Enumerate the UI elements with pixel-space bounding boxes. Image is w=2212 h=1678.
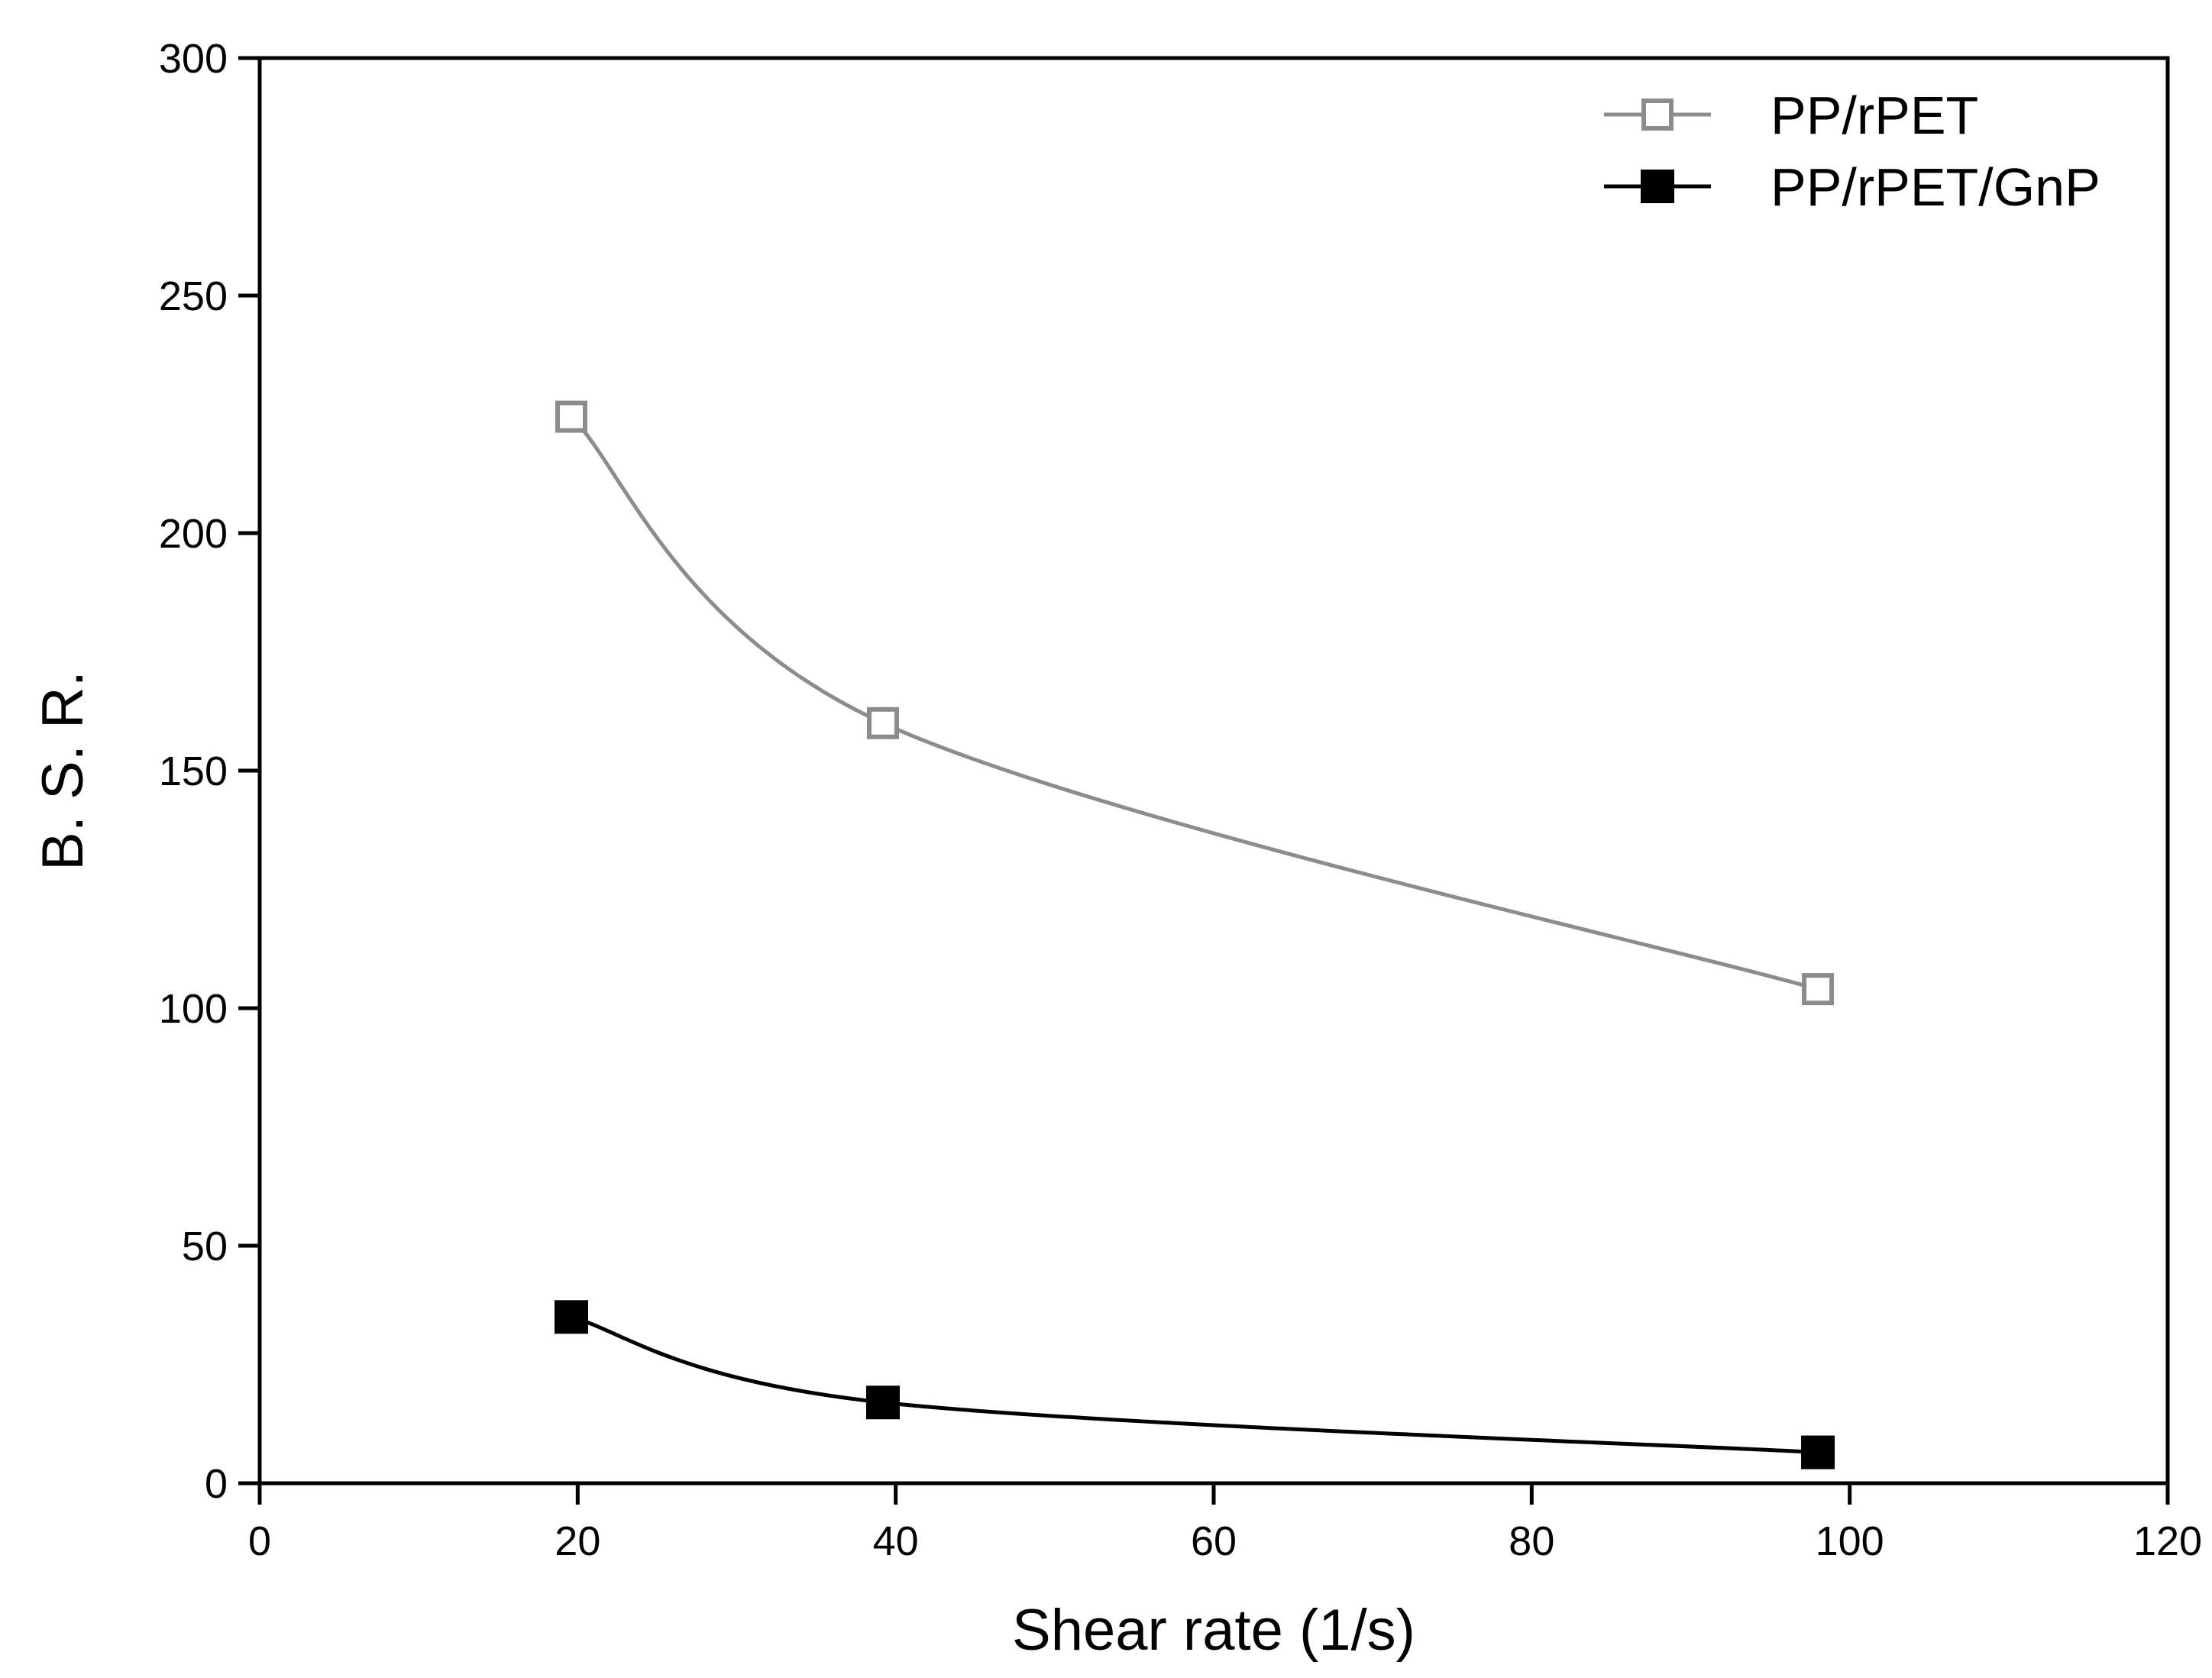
x-tick-label: 40 <box>873 1518 919 1564</box>
x-tick-label: 0 <box>248 1518 271 1564</box>
plot-frame <box>257 56 2170 1486</box>
y-axis-title: B. S. R. <box>31 671 95 871</box>
x-tick-label: 20 <box>555 1518 600 1564</box>
data-point <box>1801 1435 1835 1469</box>
legend: PP/rPET PP/rPET/GnP <box>1604 86 2100 217</box>
y-tick-label: 300 <box>159 36 228 82</box>
x-tick-label: 80 <box>1509 1518 1554 1564</box>
x-tick-label: 120 <box>2133 1518 2202 1564</box>
series-pp-rpet <box>555 400 1835 1006</box>
legend-item: PP/rPET/GnP <box>1604 157 2100 217</box>
data-point <box>867 706 900 739</box>
y-tick-label: 150 <box>159 748 228 794</box>
x-axis-title: Shear rate (1/s) <box>1012 1598 1415 1663</box>
series-line <box>570 415 1819 991</box>
data-point <box>1802 973 1835 1006</box>
y-tick-label: 100 <box>159 986 228 1032</box>
series-line <box>571 1314 1819 1455</box>
x-tick-label: 100 <box>1816 1518 1884 1564</box>
data-point <box>555 400 588 433</box>
legend-marker <box>1641 99 1674 131</box>
legend-item: PP/rPET <box>1604 86 1978 145</box>
y-tick-label: 200 <box>159 511 228 557</box>
legend-label: PP/rPET <box>1771 86 1978 145</box>
y-tick-label: 0 <box>205 1461 228 1507</box>
data-point <box>866 1385 901 1420</box>
legend-marker <box>1641 170 1674 203</box>
series-layer <box>555 400 1835 1469</box>
series-pp-rpet-gnp <box>555 1300 1835 1469</box>
y-axis-ticks: 0 50 100 150 200 250 300 <box>159 36 260 1507</box>
legend-label: PP/rPET/GnP <box>1771 157 2100 217</box>
x-tick-label: 60 <box>1191 1518 1237 1564</box>
x-axis-ticks: 0 20 40 60 80 100 120 <box>248 1483 2202 1564</box>
y-tick-label: 250 <box>159 273 228 319</box>
data-point <box>555 1300 589 1334</box>
y-tick-label: 50 <box>182 1224 228 1269</box>
